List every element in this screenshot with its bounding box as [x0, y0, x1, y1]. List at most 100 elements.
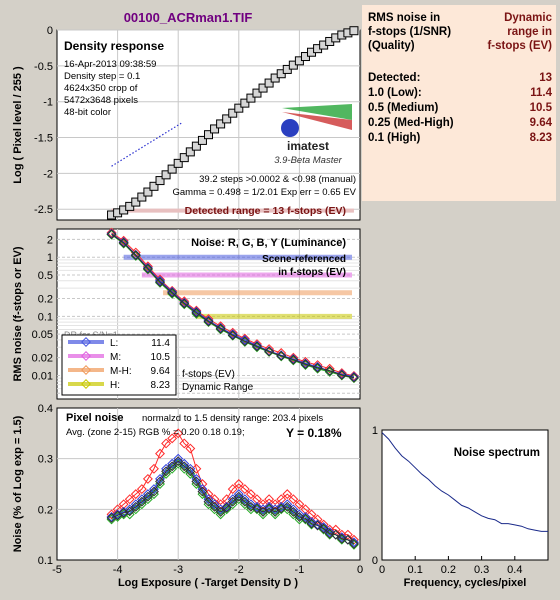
noise-legend: L: 11.4 M: 10.5 M-H: 9.64 H: 8.23 [61, 334, 177, 396]
legend-label: M: [110, 352, 121, 363]
pixel-marker [191, 473, 202, 484]
noise-series-line [111, 232, 355, 377]
summary-row: 0.25 (Med-High) 9.64 [368, 117, 552, 132]
summary-header-left: RMS noise in f-stops (1/SNR) (Quality) [368, 12, 452, 52]
noise-y-tick-label: 0.02 [32, 353, 53, 365]
noise-marker [312, 362, 323, 373]
density-marker [349, 26, 359, 36]
scene-referenced-label: in f-stops (EV) [278, 267, 346, 278]
noise-y-tick-label: 2 [47, 234, 53, 246]
summary-row: 0.1 (High) 8.23 [368, 132, 552, 147]
density-y-tick-label: -2.5 [34, 204, 53, 216]
pixel-marker [161, 466, 172, 477]
pixel-y-tick-label: 0.4 [38, 403, 53, 415]
logo-sphere-icon [281, 119, 299, 137]
pixel-marker [215, 506, 226, 517]
noise-marker [179, 298, 190, 309]
pixel-marker [203, 496, 214, 507]
density-y-tick-label: -2 [43, 168, 53, 180]
density-marker [131, 197, 141, 207]
pixel-x-tick-label: 0 [357, 564, 363, 576]
pixel-marker [136, 496, 147, 507]
pixel-marker [149, 463, 159, 474]
pixel-marker [239, 484, 250, 495]
legend-marker [81, 337, 91, 347]
pixel-marker [300, 511, 311, 522]
noise-y-tick-label: 0.1 [38, 311, 53, 323]
pixel-marker [288, 494, 299, 505]
pixel-noise-plot: -5 -4 -3 -2 -1 0 0.1 0.2 0.3 0.4 Pixel noise norm… [38, 403, 363, 576]
noise-marker [264, 346, 275, 357]
legend-value: 11.4 [151, 338, 170, 349]
pixel-marker [209, 501, 220, 512]
noise-marker [155, 277, 165, 288]
pixel-x-axis-label: Log Exposure ( -Target Density D ) [118, 577, 298, 589]
pixel-panel-title: Pixel noise [66, 412, 123, 424]
noise-marker [118, 235, 129, 246]
spectrum-x-tick-label: 0.1 [408, 564, 423, 576]
pixel-marker [161, 438, 172, 449]
noise-marker [167, 286, 178, 297]
noise-marker [252, 341, 262, 352]
noise-marker [167, 287, 178, 298]
pixel-marker [124, 506, 135, 517]
pixel-marker [197, 486, 208, 497]
pixel-marker [155, 448, 165, 459]
pixel-marker [173, 453, 184, 464]
summary-row-label: 0.1 (High) [368, 132, 421, 144]
pixel-marker [330, 529, 341, 540]
legend-marker [81, 365, 91, 375]
noise-y-tick-label: 0.05 [32, 329, 53, 341]
summary-header: RMS noise in f-stops (1/SNR) (Quality) D… [368, 11, 552, 61]
pixel-marker [270, 509, 281, 520]
noise-marker [106, 229, 117, 240]
legend-label: M-H: [110, 366, 132, 377]
noise-y-axis-label: RMS noise (f-stops or EV) [12, 246, 24, 381]
logo-text: imatest [287, 139, 329, 153]
pixel-marker [258, 509, 268, 520]
pixel-marker [348, 538, 359, 549]
density-y-tick-label: -1 [43, 97, 53, 109]
density-meta-line: 16-Apr-2013 09:38:59 [64, 59, 156, 70]
pixel-marker [233, 491, 244, 502]
density-meta-line: 48-bit color [64, 107, 111, 118]
noise-marker [227, 330, 238, 341]
density-marker [258, 83, 268, 93]
pixel-marker [318, 523, 329, 534]
pixel-marker [245, 489, 256, 500]
pixel-marker [118, 499, 129, 510]
density-marker [234, 103, 244, 113]
pixel-y-tick-label: 0.1 [38, 555, 53, 567]
pixel-marker [130, 489, 141, 500]
density-y-axis-label: Log ( Pixel level / 255 ) [12, 66, 24, 184]
spectrum-x-tick-label: 0 [379, 564, 385, 576]
noise-series-line [111, 233, 355, 378]
noise-y-tick-label: 1 [47, 252, 53, 264]
legend-label: H: [110, 380, 120, 391]
pixel-marker [227, 484, 238, 495]
pixel-marker [149, 484, 159, 495]
legend-marker [81, 379, 91, 389]
noise-marker [167, 285, 178, 296]
pixel-marker [136, 484, 147, 495]
summary-row-label: Detected: [368, 72, 421, 84]
spectrum-x-tick-label: 0.2 [441, 564, 456, 576]
summary-row-value: 11.4 [530, 87, 552, 99]
spectrum-panel-title: Noise spectrum [454, 447, 540, 459]
noise-marker [276, 350, 287, 361]
noise-series-line [111, 233, 355, 379]
pixel-marker [264, 503, 275, 514]
pixel-plot-area [56, 407, 361, 561]
density-y-tick-label: -1.5 [34, 133, 53, 145]
density-marker [191, 141, 201, 151]
density-plot-area [56, 29, 361, 221]
density-panel-title: Density response [64, 39, 164, 53]
pixel-marker [179, 438, 190, 449]
pixel-x-tick-label: -1 [295, 564, 305, 576]
noise-marker [155, 275, 165, 286]
logo-subtitle: 3.9-Beta Master [274, 155, 342, 166]
density-marker [252, 88, 262, 98]
pixel-marker [233, 479, 244, 489]
pixel-marker [282, 501, 293, 512]
noise-marker [155, 274, 165, 285]
